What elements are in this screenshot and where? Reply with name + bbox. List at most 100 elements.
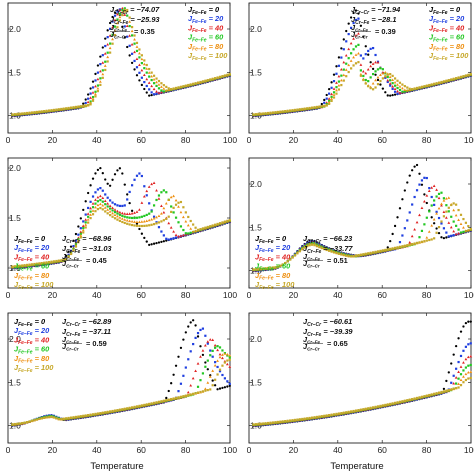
data-point: [60, 259, 63, 262]
data-point: [455, 203, 458, 206]
data-point: [379, 249, 382, 253]
data-point: [18, 422, 21, 425]
data-point: [391, 74, 394, 77]
data-point: [315, 105, 319, 109]
coupling-param: JCr–Cr = −74.07: [110, 5, 160, 16]
data-point: [330, 97, 333, 100]
data-point: [174, 233, 178, 237]
data-point: [266, 421, 270, 425]
legend-entry: JFe–Fe = 0: [14, 317, 46, 328]
data-point: [388, 75, 392, 79]
data-point: [113, 14, 117, 17]
data-point: [82, 104, 85, 107]
y-tick-label: 1.5: [250, 377, 262, 387]
data-point: [467, 225, 470, 228]
data-point: [194, 229, 197, 232]
data-point: [386, 75, 389, 79]
data-point: [450, 215, 453, 218]
data-point: [94, 210, 97, 213]
data-point: [118, 167, 122, 170]
data-point: [133, 220, 136, 223]
data-point: [84, 213, 87, 216]
data-point: [376, 83, 380, 86]
data-point: [384, 76, 387, 79]
data-point: [145, 71, 148, 74]
data-point: [398, 85, 402, 88]
data-point: [87, 215, 90, 218]
legend-value: = 100: [207, 51, 229, 60]
data-point: [133, 178, 136, 181]
legend-symbol: J: [14, 262, 19, 271]
data-point: [138, 51, 141, 55]
data-point: [177, 235, 180, 238]
series-100: [252, 202, 472, 271]
data-point: [128, 25, 131, 28]
data-point: [18, 264, 21, 267]
data-point: [109, 410, 112, 413]
coupling-subscript: Cr–Fe: [307, 332, 321, 338]
legend-symbol: J: [429, 33, 434, 42]
data-point: [420, 85, 424, 88]
data-point: [455, 77, 458, 80]
data-point: [393, 84, 397, 87]
legend-value: = 20: [33, 243, 51, 252]
data-point: [120, 10, 124, 14]
x-tick-label: 40: [333, 445, 343, 455]
data-point: [172, 206, 175, 209]
data-point: [209, 225, 212, 228]
data-point: [408, 211, 411, 214]
data-point: [170, 87, 173, 91]
data-point: [184, 232, 187, 235]
data-point: [350, 52, 353, 55]
data-point: [150, 182, 154, 186]
data-point: [23, 421, 26, 424]
data-point: [113, 29, 117, 32]
coupling-subscript: Cr–Fe: [66, 332, 80, 338]
legend-entry: JFe–Fe = 60: [14, 262, 50, 273]
data-point: [160, 240, 163, 244]
data-point: [361, 69, 365, 73]
data-point: [65, 107, 68, 110]
plot-frame: [248, 2, 472, 134]
legend-symbol: J: [14, 280, 19, 289]
coupling-symbol: J: [303, 244, 308, 253]
data-point: [109, 214, 112, 217]
data-point: [293, 418, 297, 422]
legend-symbol: J: [188, 33, 193, 42]
data-point: [60, 107, 63, 111]
data-point: [332, 87, 336, 90]
data-point: [435, 227, 438, 230]
data-point: [352, 55, 355, 59]
data-point: [21, 112, 24, 115]
data-point: [328, 249, 331, 252]
data-point: [452, 220, 455, 223]
data-point: [145, 224, 148, 227]
data-point: [120, 6, 124, 10]
data-point: [442, 387, 446, 391]
data-point: [216, 348, 219, 352]
data-point: [130, 220, 134, 223]
data-point: [254, 113, 257, 116]
data-point: [81, 224, 85, 227]
data-point: [464, 345, 467, 348]
data-point: [376, 250, 380, 253]
data-point: [199, 80, 202, 84]
data-point: [135, 210, 139, 213]
data-point: [160, 191, 163, 194]
data-point: [211, 77, 214, 80]
data-point: [155, 401, 158, 404]
data-point: [211, 379, 214, 382]
data-point: [459, 354, 463, 358]
data-point: [126, 222, 129, 225]
data-point: [164, 202, 168, 205]
data-point: [189, 231, 192, 234]
ratio-denominator-sub: Cr–Cr: [355, 35, 368, 40]
data-point: [28, 111, 31, 114]
data-point: [111, 42, 114, 45]
data-point: [332, 80, 336, 83]
data-point: [330, 250, 333, 253]
data-point: [354, 62, 358, 65]
data-point: [213, 364, 217, 367]
data-point: [128, 190, 131, 194]
